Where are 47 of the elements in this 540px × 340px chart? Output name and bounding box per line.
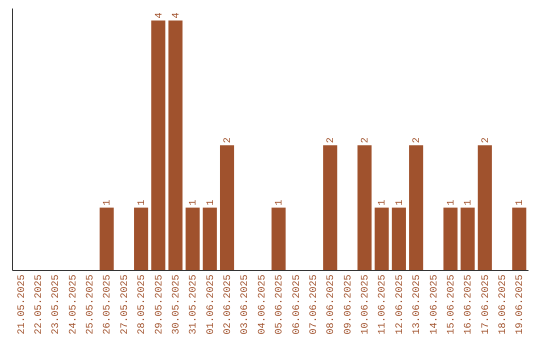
data-label: 2 <box>360 137 372 144</box>
data-label: 1 <box>446 200 458 206</box>
data-label: 1 <box>102 200 114 206</box>
x-tick-label: 02.06.2025 <box>223 274 234 335</box>
x-tick-label: 27.05.2025 <box>120 274 131 335</box>
data-label: 2 <box>223 137 234 144</box>
x-tick-label: 30.05.2025 <box>171 274 182 335</box>
data-label: 1 <box>274 200 286 206</box>
data-label: 1 <box>515 200 526 206</box>
x-tick-label: 15.06.2025 <box>446 274 458 335</box>
x-tick-label: 13.06.2025 <box>412 274 424 335</box>
x-tick-label: 18.06.2025 <box>498 274 510 335</box>
x-tick-label: 07.06.2025 <box>308 274 320 335</box>
x-tick-label: 17.06.2025 <box>480 274 492 335</box>
x-tick-label: 09.06.2025 <box>343 274 354 335</box>
data-label: 2 <box>480 137 492 144</box>
data-label: 1 <box>394 200 406 206</box>
x-tick-label: 03.06.2025 <box>240 274 252 335</box>
x-tick-label: 23.05.2025 <box>51 274 62 335</box>
x-tick-label: 16.06.2025 <box>464 274 475 335</box>
data-label: 2 <box>412 137 424 144</box>
x-tick-label: 24.05.2025 <box>68 274 80 335</box>
x-tick-label: 12.06.2025 <box>394 274 406 335</box>
x-tick-label: 10.06.2025 <box>360 274 372 335</box>
x-tick-label: 28.05.2025 <box>137 274 148 335</box>
data-label: 1 <box>464 200 475 206</box>
data-label: 2 <box>326 137 338 144</box>
x-tick-label: 29.05.2025 <box>154 274 166 335</box>
data-label: 4 <box>154 12 166 18</box>
x-tick-label: 04.06.2025 <box>257 274 268 335</box>
x-tick-label: 08.06.2025 <box>326 274 338 335</box>
x-tick-label: 26.05.2025 <box>102 274 114 335</box>
x-tick-label: 05.06.2025 <box>274 274 286 335</box>
data-label: 1 <box>188 200 200 206</box>
data-label: 1 <box>206 200 217 206</box>
x-tick-label: 14.06.2025 <box>429 274 440 335</box>
data-label: 1 <box>137 200 148 206</box>
x-tick-label: 01.06.2025 <box>206 274 217 335</box>
x-tick-label: 19.06.2025 <box>515 274 526 335</box>
data-label: 4 <box>171 12 182 18</box>
x-tick-label: 25.05.2025 <box>86 274 97 335</box>
x-tick-label: 21.05.2025 <box>16 274 28 335</box>
x-tick-label: 22.05.2025 <box>34 274 45 335</box>
data-label: 1 <box>378 200 389 206</box>
x-tick-label: 11.06.2025 <box>378 274 389 335</box>
x-tick-label: 31.05.2025 <box>188 274 200 335</box>
x-tick-label: 06.06.2025 <box>292 274 303 335</box>
